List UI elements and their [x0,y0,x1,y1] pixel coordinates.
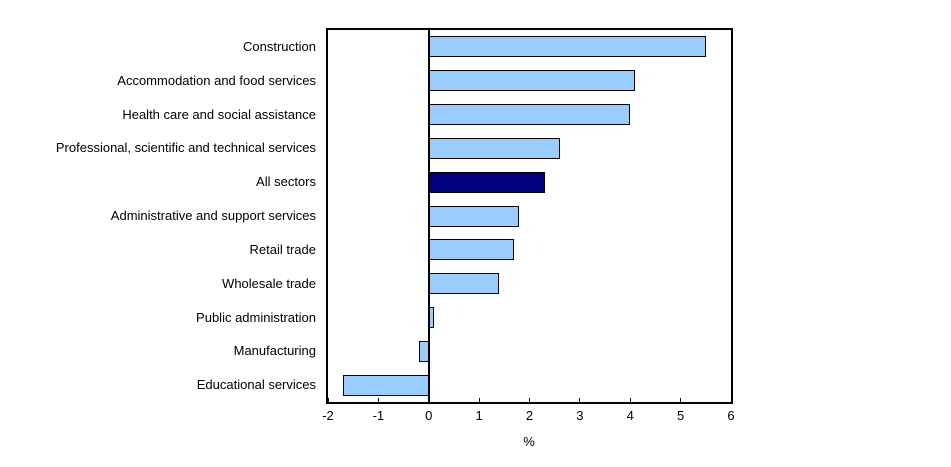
category-label: Wholesale trade [222,275,316,291]
category-label: Public administration [196,309,316,325]
x-axis-tick-label: -2 [322,408,334,423]
x-axis-tick-mark [377,398,379,402]
bar [428,137,560,159]
x-axis-tick-label: 6 [727,408,735,423]
x-axis-tick-mark [478,398,480,402]
x-axis-tick-mark [529,398,530,402]
category-label: Health care and social assistance [122,106,316,122]
x-axis-tick-mark [680,398,682,402]
x-axis-tick-mark [730,398,732,402]
bar [428,36,706,58]
bar [428,273,500,295]
bar [418,340,429,362]
x-axis-tick-label: 5 [677,408,685,423]
bar [428,239,515,261]
category-label: Manufacturing [233,343,316,359]
x-axis-label: % [523,434,535,449]
x-axis-tick-label: 3 [576,408,584,423]
category-label: Administrative and support services [110,208,316,224]
category-label: Construction [243,39,316,54]
bar [343,374,429,396]
category-label: Professional, scientific and technical s… [55,140,316,156]
x-axis-tick-mark [579,398,581,402]
x-axis-tick-label: 2 [525,408,534,423]
x-axis-tick-mark [428,398,430,402]
bar [428,306,434,328]
x-axis-tick-mark [629,398,631,402]
x-axis-tick-labels: -2 -1 0 1 2 3 4 5 6 [322,408,735,424]
x-axis-tick-label: -1 [372,408,385,423]
bar [428,171,545,193]
x-axis-tick-label: 4 [626,408,634,423]
category-labels: Construction Accommodation and food servi… [0,30,316,402]
x-axis-tick-mark [327,398,329,402]
category-label: All sectors [256,174,316,190]
x-axis-tick-label: 1 [475,408,483,423]
plot-area [326,28,733,404]
bar [428,70,636,92]
category-label: Educational services [196,377,316,393]
bar [428,104,631,126]
x-axis-tick-label: 0 [425,408,433,423]
category-label: Accommodation and food services [117,72,316,88]
category-label: Retail trade [249,241,316,257]
bar [428,205,520,227]
